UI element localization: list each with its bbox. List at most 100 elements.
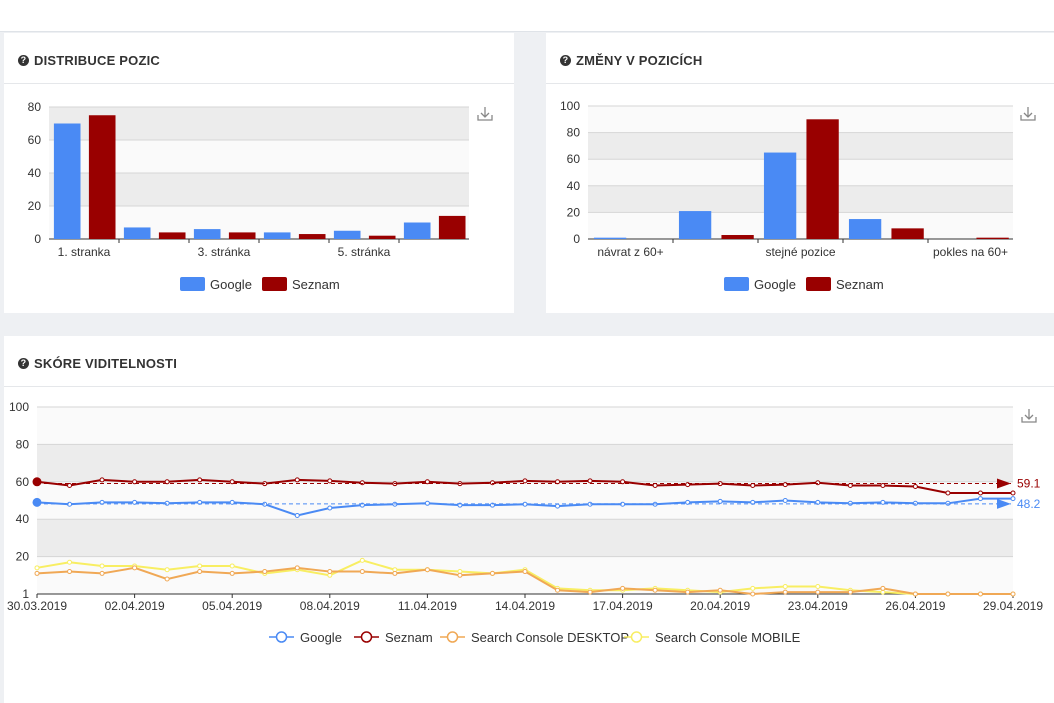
y-tick-label: 1 bbox=[22, 587, 29, 601]
data-point bbox=[32, 477, 42, 487]
data-point bbox=[229, 563, 235, 569]
bar-google bbox=[678, 211, 712, 239]
bar-google bbox=[848, 219, 882, 239]
download-icon[interactable] bbox=[477, 107, 493, 121]
x-tick-label: 20.04.2019 bbox=[690, 599, 750, 613]
y-tick-label: 20 bbox=[16, 550, 30, 564]
x-tick-label: 3. stránka bbox=[198, 245, 251, 259]
data-point bbox=[34, 565, 40, 571]
bar-google bbox=[593, 237, 627, 239]
bar-google bbox=[263, 232, 291, 239]
y-tick-label: 40 bbox=[567, 179, 581, 193]
data-point bbox=[424, 567, 430, 573]
data-point bbox=[750, 483, 756, 489]
visibility-panel: ? SKÓRE VIDITELNOSTI 1 20 40 60 80 100 30.03.2… bbox=[4, 336, 1054, 703]
data-point bbox=[132, 479, 138, 485]
download-icon-tray bbox=[1021, 417, 1037, 423]
title-divider bbox=[546, 83, 1054, 84]
legend-marker bbox=[446, 631, 459, 643]
legend-label: Seznam bbox=[385, 630, 433, 645]
legend-label-google: Google bbox=[754, 277, 796, 292]
grid-band bbox=[588, 185, 1013, 213]
changes-panel: ? ZMĚNY V POZICÍCH 0 20 40 60 80 100 návrat z … bbox=[546, 33, 1054, 313]
x-tick-label: 17.04.2019 bbox=[593, 599, 653, 613]
data-point bbox=[67, 559, 73, 565]
legend[interactable]: Google Seznam bbox=[180, 277, 340, 292]
data-point bbox=[359, 569, 365, 575]
average-arrow-google bbox=[997, 498, 1011, 509]
x-tick-label: návrat z 60+ bbox=[597, 245, 663, 259]
data-point bbox=[782, 498, 788, 503]
download-icon[interactable] bbox=[1020, 107, 1036, 121]
data-point bbox=[750, 591, 756, 597]
data-point bbox=[912, 591, 918, 597]
data-point bbox=[327, 569, 333, 575]
bar-google bbox=[123, 227, 151, 239]
data-point bbox=[67, 483, 73, 489]
y-tick-label: 40 bbox=[16, 512, 30, 526]
data-point bbox=[945, 490, 951, 496]
data-point bbox=[522, 478, 528, 484]
download-icon-tray bbox=[477, 115, 493, 121]
data-point bbox=[522, 569, 528, 575]
data-point bbox=[587, 478, 593, 484]
data-point bbox=[1010, 591, 1016, 597]
data-point bbox=[620, 585, 626, 591]
help-icon[interactable]: ? bbox=[18, 358, 29, 369]
grid-band bbox=[49, 206, 469, 239]
distribution-title-text: DISTRIBUCE POZIC bbox=[34, 53, 160, 68]
grid-band bbox=[49, 107, 469, 140]
legend-marker bbox=[275, 631, 288, 643]
bar-seznam bbox=[721, 235, 754, 239]
bar-google bbox=[333, 230, 361, 239]
legend[interactable]: Google Seznam Search Console DESKTOP Search… bbox=[269, 630, 801, 645]
data-point bbox=[782, 584, 788, 590]
data-point bbox=[620, 479, 626, 485]
legend-label: Search Console DESKTOP bbox=[471, 630, 629, 645]
data-point bbox=[359, 557, 365, 563]
grid-band bbox=[37, 519, 1013, 557]
data-point bbox=[164, 500, 170, 506]
download-icon-arrow bbox=[1023, 107, 1033, 118]
data-point bbox=[977, 496, 983, 502]
bar-seznam bbox=[88, 115, 116, 239]
legend-label-seznam: Seznam bbox=[836, 277, 884, 292]
x-tick-label: 1. stranka bbox=[58, 245, 111, 259]
data-point bbox=[197, 569, 203, 575]
average-label-google: 48.2 bbox=[1017, 497, 1041, 511]
data-point bbox=[847, 589, 853, 595]
title-divider bbox=[4, 83, 514, 84]
y-tick-label: 80 bbox=[16, 437, 30, 451]
data-point bbox=[99, 570, 105, 576]
data-point bbox=[262, 569, 268, 575]
grid-band bbox=[37, 407, 1013, 445]
x-tick-label: 14.04.2019 bbox=[495, 599, 555, 613]
legend-marker bbox=[630, 631, 643, 643]
help-icon[interactable]: ? bbox=[18, 55, 29, 66]
y-tick-label: 40 bbox=[28, 166, 42, 180]
y-tick-label: 20 bbox=[567, 205, 581, 219]
data-point bbox=[359, 480, 365, 486]
download-icon[interactable] bbox=[1021, 409, 1037, 423]
data-point bbox=[880, 483, 886, 489]
data-point bbox=[99, 477, 105, 483]
data-point bbox=[815, 480, 821, 486]
changes-chart: 0 20 40 60 80 100 návrat z 60+ stejné pozice pok… bbox=[560, 99, 1036, 292]
visibility-chart: 1 20 40 60 80 100 30.03.2019 02.04.2019 05.04.20… bbox=[7, 400, 1043, 645]
x-tick-label: 26.04.2019 bbox=[885, 599, 945, 613]
legend[interactable]: Google Seznam bbox=[724, 277, 884, 292]
legend-swatch-seznam bbox=[262, 277, 287, 291]
download-icon-arrow bbox=[1024, 409, 1034, 420]
x-tick-label: 5. stránka bbox=[338, 245, 391, 259]
bar-google bbox=[763, 152, 797, 239]
data-point bbox=[1010, 490, 1016, 496]
bar-seznam bbox=[806, 119, 839, 239]
download-icon-arrow bbox=[480, 107, 490, 118]
bar-seznam bbox=[298, 234, 326, 239]
grid-band bbox=[588, 106, 1013, 133]
data-point bbox=[555, 503, 561, 509]
help-icon[interactable]: ? bbox=[560, 55, 571, 66]
download-icon-tray bbox=[1020, 115, 1036, 121]
legend-label-seznam: Seznam bbox=[292, 277, 340, 292]
data-point bbox=[847, 483, 853, 489]
